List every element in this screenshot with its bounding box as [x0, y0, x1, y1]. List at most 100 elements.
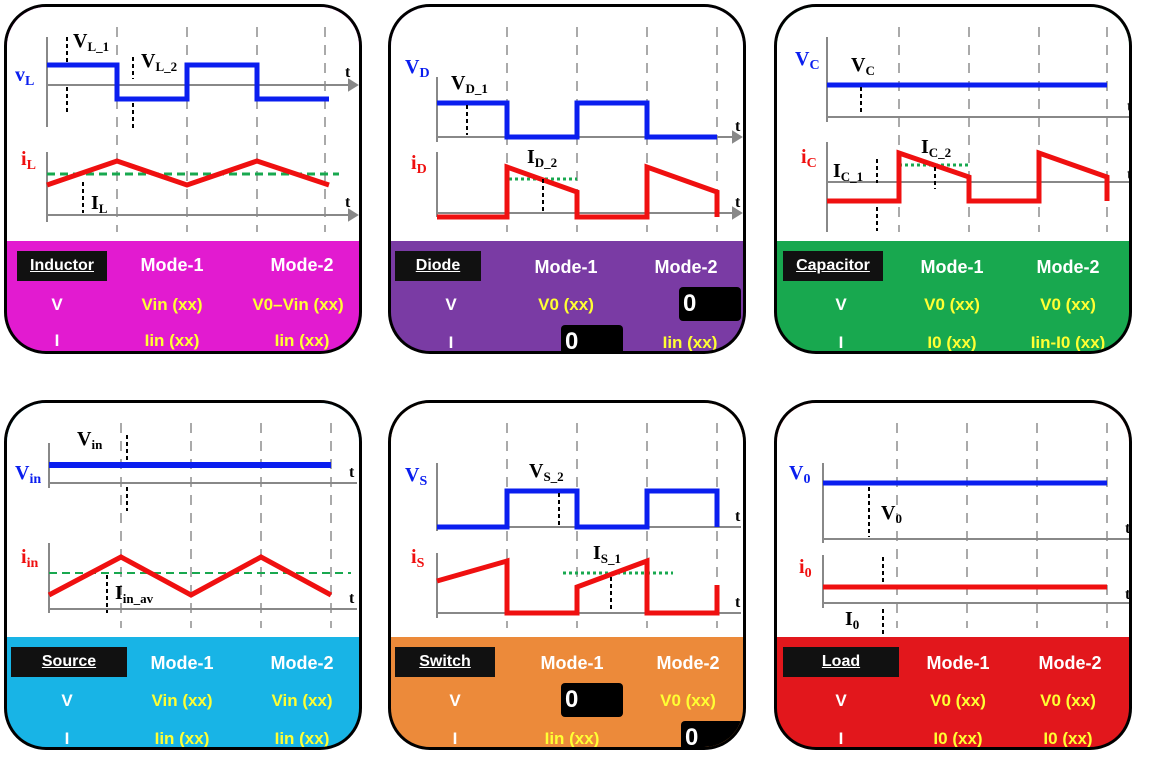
load-name: Load [783, 647, 899, 677]
switch-i-mode2-zero: 0 [681, 721, 743, 747]
load-v-axis-label: V0 [789, 462, 810, 487]
capacitor-v-row-label: V [835, 295, 847, 314]
switch-card: VS iS t t VS_2 IS_1 Switch Mode-1 Mode-2… [384, 396, 750, 754]
capacitor-waveform-plot: VC iC t t VC IC_1 IC_2 [777, 7, 1129, 241]
source-i-row-label: I [64, 729, 70, 748]
load-mode2-header: Mode-2 [1038, 653, 1102, 673]
inductor-v-axis-label: vL [15, 64, 34, 89]
switch-mode2-header: Mode-2 [656, 653, 720, 673]
switch-current-trace [436, 557, 720, 616]
switch-table: Switch Mode-1 Mode-2 V 0 V0 (xx) I Iin (… [391, 637, 743, 747]
source-v-row-label: V [61, 691, 73, 710]
capacitor-i-row-label: I [838, 333, 844, 352]
inductor-vl2-label: VL_2 [141, 50, 177, 74]
inductor-v-mode1: Vin (xx) [141, 295, 203, 314]
inductor-t2-label: t [345, 194, 351, 211]
source-current-trace [47, 554, 333, 598]
inductor-i-axis-label: iL [21, 148, 36, 173]
diode-waveform-plot: VD iD t t VD_1 ID_2 [391, 7, 743, 241]
load-waveform-plot: V0 i0 t t V0 I0 [777, 403, 1129, 637]
inductor-i-mode1: Iin (xx) [144, 331, 200, 350]
source-v-mode1: Vin (xx) [151, 691, 213, 710]
source-v-axis-label: Vin [15, 462, 41, 487]
source-mode1-header: Mode-1 [150, 653, 214, 673]
switch-name: Switch [395, 647, 495, 677]
source-table: Source Mode-1 Mode-2 V Vin (xx) Vin (xx)… [7, 637, 359, 747]
capacitor-name: Capacitor [783, 251, 883, 281]
load-i-mode2: I0 (xx) [1043, 729, 1093, 748]
diode-v-row-label: V [445, 295, 457, 314]
diode-i-mode1-zero: 0 [561, 325, 623, 351]
diode-panel: VD iD t t VD_1 ID_2 Diode Mode-1 Mode-2 … [388, 4, 746, 354]
diode-voltage-trace [437, 100, 717, 140]
inductor-i-row-label: I [54, 331, 60, 350]
load-t-label: t [1125, 520, 1129, 537]
diode-mode1-header: Mode-1 [534, 257, 598, 277]
load-mode1-header: Mode-1 [926, 653, 990, 673]
source-name: Source [11, 647, 127, 677]
diode-i-row-label: I [448, 333, 454, 352]
inductor-il-label: IL [91, 192, 108, 216]
diode-t-label: t [735, 118, 741, 135]
load-v-mode1: V0 (xx) [930, 691, 986, 710]
capacitor-ic1-label: IC_1 [833, 160, 863, 184]
inductor-card: vL iL t t VL_1 VL_2 IL Inductor Mode-1 M… [0, 0, 366, 358]
switch-vs2-label: VS_2 [529, 460, 564, 484]
capacitor-t-label: t [1127, 98, 1129, 115]
diode-card: VD iD t t VD_1 ID_2 Diode Mode-1 Mode-2 … [384, 0, 750, 358]
inductor-panel: vL iL t t VL_1 VL_2 IL Inductor Mode-1 M… [4, 4, 362, 354]
switch-voltage-trace [437, 488, 720, 530]
capacitor-i-mode1: I0 (xx) [927, 333, 977, 352]
source-waveform-plot: Vin iin t t Vin Iin_av [7, 403, 359, 637]
switch-v-row-label: V [449, 691, 461, 710]
inductor-mode1-header: Mode-1 [140, 255, 204, 275]
source-t2-label: t [349, 590, 355, 607]
diode-i-mode2: Iin (xx) [662, 333, 718, 352]
inductor-v-mode2: V0–Vin (xx) [252, 295, 344, 314]
inductor-t-label: t [345, 64, 351, 81]
capacitor-v-axis-label: VC [795, 48, 820, 73]
diode-mode2-header: Mode-2 [654, 257, 718, 277]
capacitor-vc-label: VC [851, 54, 875, 78]
load-i-mode1: I0 (xx) [933, 729, 983, 748]
inductor-v-row-label: V [51, 295, 63, 314]
inductor-table: Inductor Mode-1 Mode-2 V Vin (xx) V0–Vin… [7, 241, 359, 351]
inductor-waveform-plot: vL iL t t VL_1 VL_2 IL [7, 7, 359, 241]
inductor-mode2-header: Mode-2 [270, 255, 334, 275]
load-v0-label: V0 [881, 502, 902, 526]
capacitor-mode2-header: Mode-2 [1036, 257, 1100, 277]
capacitor-table: Capacitor Mode-1 Mode-2 V V0 (xx) V0 (xx… [777, 241, 1129, 351]
inductor-voltage-trace [47, 62, 329, 102]
capacitor-panel: VC iC t t VC IC_1 IC_2 Capacitor Mode-1 … [774, 4, 1132, 354]
switch-i-axis-label: iS [411, 546, 425, 571]
load-i-axis-label: i0 [799, 556, 812, 581]
load-t2-label: t [1125, 586, 1129, 603]
diode-vd1-label: VD_1 [451, 72, 488, 96]
capacitor-i-axis-label: iC [801, 146, 817, 171]
load-panel: V0 i0 t t V0 I0 Load Mode-1 Mode-2 V V0 … [774, 400, 1132, 750]
capacitor-card: VC iC t t VC IC_1 IC_2 Capacitor Mode-1 … [770, 0, 1136, 358]
load-i-row-label: I [838, 729, 844, 748]
inductor-vl1-label: VL_1 [73, 30, 109, 54]
load-v-mode2: V0 (xx) [1040, 691, 1096, 710]
source-i-axis-label: iin [21, 546, 38, 571]
source-i-mode2: Iin (xx) [274, 729, 330, 748]
diode-name: Diode [395, 251, 481, 281]
inductor-i-mode2: Iin (xx) [274, 331, 330, 350]
load-card: V0 i0 t t V0 I0 Load Mode-1 Mode-2 V V0 … [770, 396, 1136, 754]
diode-v-mode1: V0 (xx) [538, 295, 594, 314]
switch-t2-label: t [735, 594, 741, 611]
diode-current-trace [437, 163, 720, 220]
capacitor-current-trace [827, 149, 1110, 204]
switch-waveform-plot: VS iS t t VS_2 IS_1 [391, 403, 743, 637]
inductor-current-trace [46, 158, 330, 188]
load-table: Load Mode-1 Mode-2 V V0 (xx) V0 (xx) I I… [777, 637, 1129, 747]
switch-i-row-label: I [452, 729, 458, 748]
switch-mode1-header: Mode-1 [540, 653, 604, 673]
source-i-mode1: Iin (xx) [154, 729, 210, 748]
source-v-mode2: Vin (xx) [271, 691, 333, 710]
switch-t-label: t [735, 508, 741, 525]
capacitor-v-mode2: V0 (xx) [1040, 295, 1096, 314]
source-t-label: t [349, 464, 355, 481]
capacitor-t2-label: t [1127, 166, 1129, 183]
